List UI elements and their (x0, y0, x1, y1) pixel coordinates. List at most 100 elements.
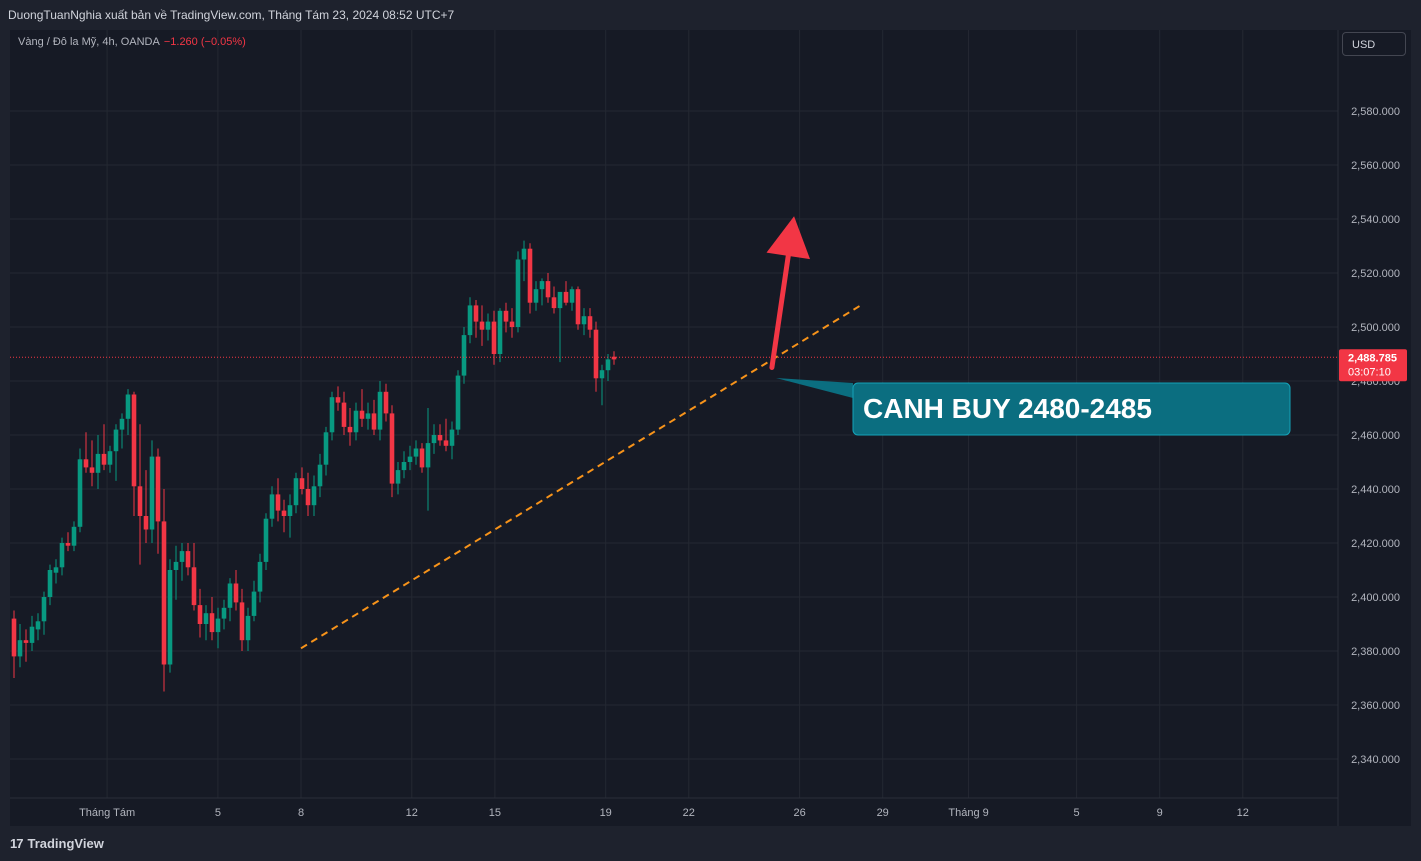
candle (329, 391, 335, 441)
candle (341, 391, 347, 435)
candle (371, 399, 377, 435)
candle-body (389, 413, 395, 484)
candle-body (209, 613, 215, 633)
x-tick-label: 19 (600, 807, 612, 819)
x-tick-label: 12 (1237, 807, 1249, 819)
candle-body (557, 291, 563, 309)
candle-body (53, 567, 59, 573)
candle (137, 424, 143, 565)
candle (575, 286, 581, 330)
candle (467, 297, 473, 344)
candle (533, 281, 539, 311)
y-tick-label: 2,340.000 (1351, 754, 1400, 766)
candle (545, 273, 551, 303)
candle (245, 607, 251, 651)
brand-label: TradingView (27, 836, 104, 851)
candle-body (353, 410, 359, 433)
candle-body (587, 316, 593, 330)
candle (125, 389, 131, 435)
candle-body (425, 443, 431, 468)
x-tick-label: 29 (877, 807, 889, 819)
candle (377, 381, 383, 441)
candle-body (287, 505, 293, 516)
candle (281, 499, 287, 533)
x-tick-label: 5 (1074, 807, 1080, 819)
candle (257, 553, 263, 603)
candle-body (113, 429, 119, 452)
callout: CANH BUY 2480-2485 (776, 378, 1291, 436)
candle-body (509, 321, 515, 327)
candle (299, 467, 305, 495)
candle (599, 364, 605, 406)
candle-body (107, 451, 113, 465)
currency-button[interactable]: USD (1342, 32, 1406, 56)
candle-body (305, 489, 311, 506)
candle (131, 391, 137, 516)
candle (353, 402, 359, 441)
candle (233, 570, 239, 611)
candle (593, 321, 599, 392)
y-tick-label: 2,400.000 (1351, 592, 1400, 604)
candle (395, 462, 401, 495)
y-tick-label: 2,540.000 (1351, 214, 1400, 226)
candle-body (527, 248, 533, 303)
candle (317, 453, 323, 498)
candle-body (65, 543, 71, 546)
candle-body (11, 618, 17, 657)
y-tick-label: 2,560.000 (1351, 160, 1400, 172)
candle (449, 421, 455, 460)
candle-body (581, 316, 587, 325)
candle-body (545, 281, 551, 298)
candle (581, 308, 587, 336)
candle (293, 472, 299, 514)
candle (95, 435, 101, 489)
candle (167, 559, 173, 673)
candle (143, 470, 149, 543)
x-tick-label: 12 (406, 807, 418, 819)
trendline (300, 304, 862, 650)
candle (509, 308, 515, 338)
candle (227, 578, 233, 622)
candle (59, 537, 65, 576)
candle-body (275, 494, 281, 511)
candle-body (407, 456, 413, 462)
candle-body (227, 583, 233, 608)
candle (269, 486, 275, 527)
candle (209, 597, 215, 641)
candle-body (347, 426, 353, 433)
candle (41, 591, 47, 635)
candle (407, 445, 413, 471)
candle (275, 478, 281, 522)
candle-body (149, 456, 155, 530)
candle (443, 418, 449, 452)
candle-body (593, 329, 599, 379)
candle-body (611, 356, 617, 360)
candle-body (551, 297, 557, 309)
last-price-label: 2,488.785 03:07:10 (1339, 349, 1407, 382)
candle (479, 305, 485, 346)
last-price-box (1339, 349, 1407, 382)
candle (497, 308, 503, 363)
candle (389, 405, 395, 498)
candle-body (377, 391, 383, 430)
candle (203, 605, 209, 641)
candle (611, 351, 617, 365)
candle (215, 607, 221, 649)
candle-body (329, 397, 335, 433)
candle-body (467, 305, 473, 336)
candle-body (605, 359, 611, 371)
candle-body (413, 448, 419, 457)
candle-body (29, 626, 35, 643)
y-tick-label: 2,580.000 (1351, 106, 1400, 118)
candle (521, 240, 527, 282)
candle (311, 475, 317, 516)
candle (527, 243, 533, 314)
candle (191, 543, 197, 611)
candle (425, 408, 431, 511)
candle-body (269, 494, 275, 519)
tradingview-logo[interactable]: 17 TradingView (10, 836, 104, 851)
candle (71, 521, 77, 552)
candle-body (437, 435, 443, 441)
symbol-legend[interactable]: Vàng / Đô la Mỹ, 4h, OANDA −1.260 (−0.05%… (18, 36, 246, 48)
